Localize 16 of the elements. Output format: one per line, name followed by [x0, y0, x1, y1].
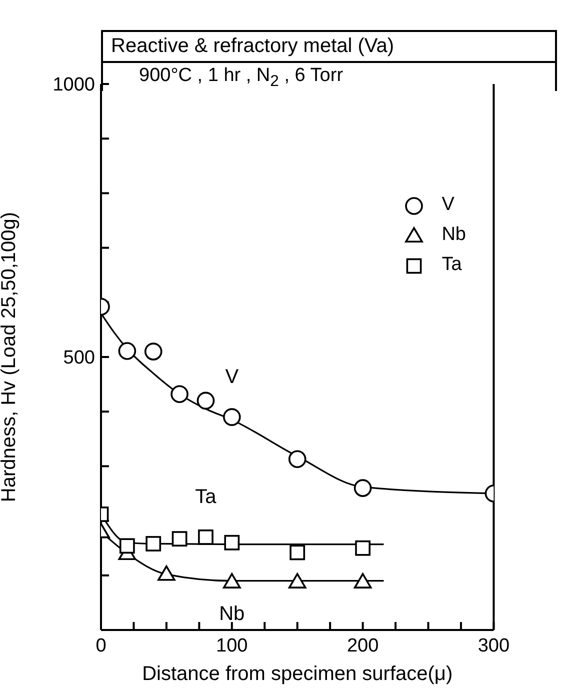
x-tick-label: 300 [478, 635, 510, 656]
y-tick-label: 1000 [52, 74, 95, 96]
legend-label: Ta [442, 254, 462, 275]
chart-subtitle: 900°C , 1 hr , N$_{2}$ , 6 Torr [139, 65, 344, 90]
text: Ta [195, 486, 216, 508]
chart-title: Reactive & refractory metal (Va) [103, 32, 555, 63]
x-axis-title: Distance from specimen surface(μ) [142, 663, 453, 685]
legend-label: Nb [442, 224, 466, 245]
text: V [225, 366, 239, 388]
x-tick-label: 200 [346, 635, 379, 656]
x-tick-label: 0 [96, 635, 106, 656]
legend-label: V [442, 194, 454, 215]
y-tick-label: 500 [63, 348, 95, 369]
x-tick-label: 100 [216, 635, 248, 656]
y-axis-title: Hardness, Hv (Load 25,50,100g) [0, 212, 20, 502]
text: Nb [219, 603, 245, 626]
